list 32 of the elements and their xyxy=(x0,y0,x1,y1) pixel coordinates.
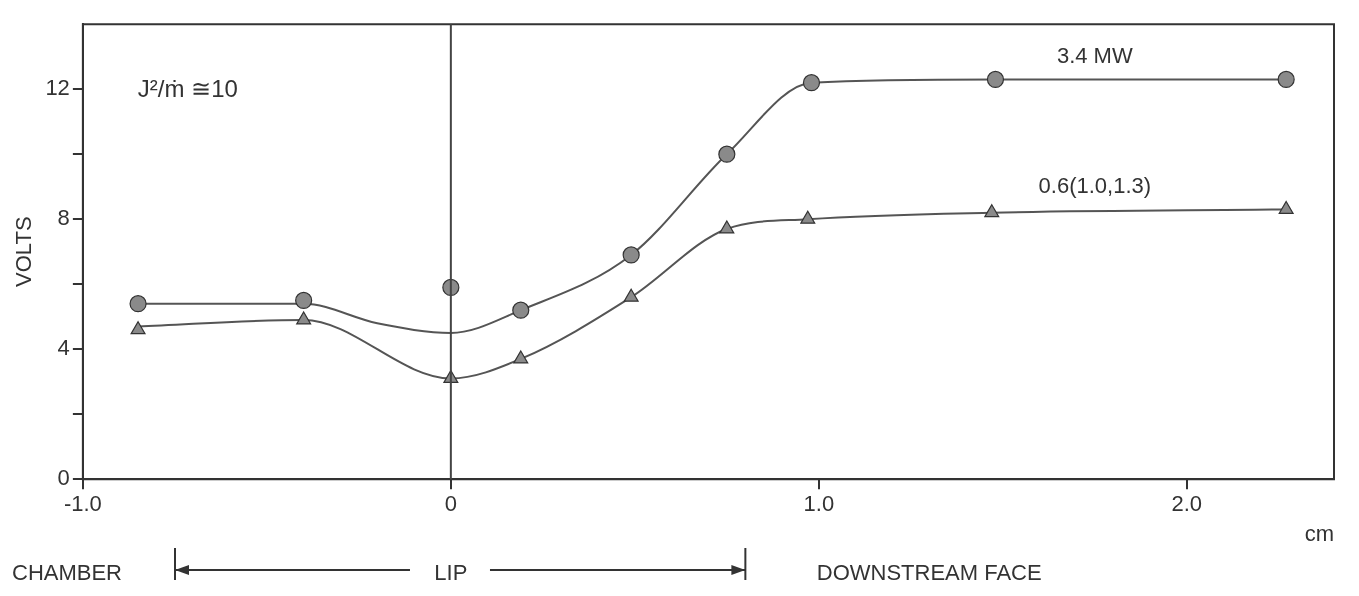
point xyxy=(802,74,821,92)
point xyxy=(130,321,146,335)
point xyxy=(986,70,1005,89)
point xyxy=(800,210,816,224)
point xyxy=(296,311,312,325)
x-tick-label: -1.0 xyxy=(63,491,102,517)
x-tick-label: 0 xyxy=(444,491,457,517)
text: DOWNSTREAM FACE xyxy=(816,560,1042,585)
text: LIP xyxy=(434,560,468,585)
x-axis-title: cm xyxy=(1304,520,1334,546)
text: CHAMBER xyxy=(12,560,123,585)
point xyxy=(1277,70,1295,89)
point xyxy=(718,145,736,163)
point xyxy=(129,295,147,313)
point xyxy=(623,288,639,302)
annotation: 0.6(1.0,1.3) xyxy=(1038,173,1152,199)
x-tick-label: 2.0 xyxy=(1171,491,1203,517)
y-tick-label: 8 xyxy=(57,205,70,231)
x-tick-label: 1.0 xyxy=(803,491,835,517)
point xyxy=(513,350,529,364)
annotation: J²/ṁ ≅10 xyxy=(137,75,238,103)
y-tick-label: 12 xyxy=(45,75,70,101)
annotation: 3.4 MW xyxy=(1056,43,1133,69)
y-tick-label: 4 xyxy=(57,335,70,361)
point xyxy=(512,301,530,319)
point xyxy=(984,204,1000,218)
point xyxy=(295,291,313,310)
y-axis-title: VOLTS xyxy=(11,216,37,287)
point xyxy=(622,246,640,264)
point xyxy=(1278,200,1294,215)
y-tick-label: 0 xyxy=(57,465,70,491)
point xyxy=(719,220,735,234)
